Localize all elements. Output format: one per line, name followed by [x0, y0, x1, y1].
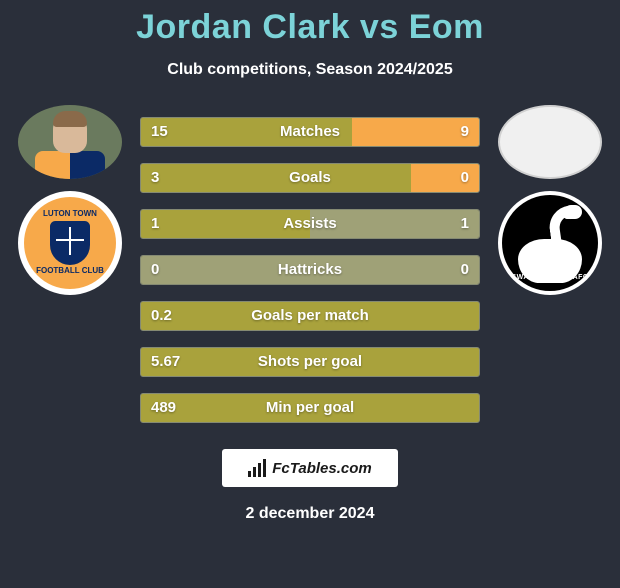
stat-row: Goals3 0: [140, 163, 480, 193]
stat-row: Min per goal489: [140, 393, 480, 423]
stat-row: Matches15 9: [140, 117, 480, 147]
footer-brand-text: FcTables.com: [272, 460, 371, 477]
stat-row: Shots per goal5.67: [140, 347, 480, 377]
page-title: Jordan Clark vs Eom: [0, 8, 620, 47]
stat-value-right: 0: [461, 164, 469, 192]
stat-label: Goals: [141, 164, 479, 192]
stat-row: Hattricks0 0: [140, 255, 480, 285]
stat-label: Hattricks: [141, 256, 479, 284]
stat-bars-container: Matches159Goals30Assists11Hattricks00Goa…: [140, 117, 480, 439]
player-right-column: SWANSEA CITY AFC: [488, 105, 612, 295]
club-badge-right: SWANSEA CITY AFC: [498, 191, 602, 295]
stat-value-left: 0: [151, 256, 159, 284]
stat-value-right: 9: [461, 118, 469, 146]
stat-row: Goals per match0.2: [140, 301, 480, 331]
player-left-column: LUTON TOWN FOOTBALL CLUB: [8, 105, 132, 295]
footer-brand-badge: FcTables.com: [222, 449, 398, 487]
luton-badge-text-bottom: FOOTBALL CLUB: [36, 267, 104, 276]
date-text: 2 december 2024: [0, 505, 620, 523]
swansea-badge-text: SWANSEA CITY AFC: [502, 274, 598, 281]
luton-badge-text-top: LUTON TOWN: [43, 210, 97, 219]
stat-value-left: 0.2: [151, 302, 172, 330]
stat-value-right: 0: [461, 256, 469, 284]
comparison-panel: LUTON TOWN FOOTBALL CLUB SWANSEA CITY AF…: [0, 105, 620, 445]
stat-value-right: 1: [461, 210, 469, 238]
stat-label: Shots per goal: [141, 348, 479, 376]
stat-value-left: 15: [151, 118, 168, 146]
luton-shield-icon: [50, 221, 90, 265]
stat-label: Goals per match: [141, 302, 479, 330]
stat-label: Min per goal: [141, 394, 479, 422]
swan-head-icon: [564, 205, 582, 219]
subtitle: Club competitions, Season 2024/2025: [0, 61, 620, 79]
stat-row: Assists1 1: [140, 209, 480, 239]
stat-label: Assists: [141, 210, 479, 238]
club-badge-left: LUTON TOWN FOOTBALL CLUB: [18, 191, 122, 295]
player-left-jersey: [35, 151, 105, 179]
stat-value-left: 5.67: [151, 348, 180, 376]
player-right-photo: [498, 105, 602, 179]
luton-badge-inner: LUTON TOWN FOOTBALL CLUB: [24, 197, 116, 289]
stat-label: Matches: [141, 118, 479, 146]
stat-value-left: 489: [151, 394, 176, 422]
stat-value-left: 3: [151, 164, 159, 192]
stat-value-left: 1: [151, 210, 159, 238]
player-left-hair: [53, 111, 87, 127]
swansea-badge-inner: SWANSEA CITY AFC: [502, 195, 598, 291]
fctables-icon: [248, 459, 266, 477]
player-left-photo: [18, 105, 122, 179]
